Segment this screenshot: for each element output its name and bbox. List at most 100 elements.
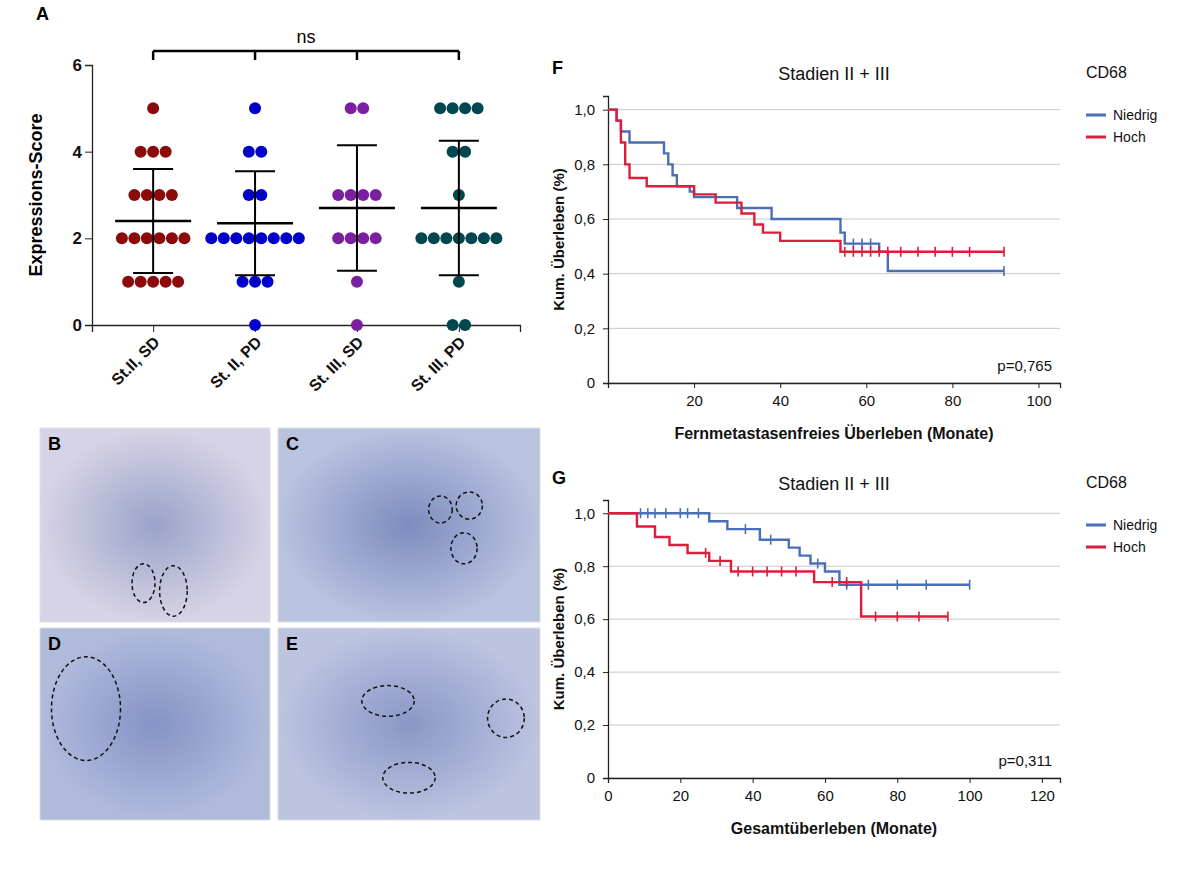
tick-mark xyxy=(603,513,608,514)
dot xyxy=(453,276,465,288)
dot xyxy=(178,232,190,244)
tick-mark xyxy=(85,238,92,239)
panel-label: G xyxy=(552,468,566,488)
dot xyxy=(128,232,140,244)
censor-mark xyxy=(875,611,877,621)
tick: 20 xyxy=(686,383,703,409)
dot xyxy=(472,102,484,114)
tick-label: St. II, PD xyxy=(207,333,265,391)
dot xyxy=(459,319,471,331)
dot xyxy=(249,102,261,114)
image xyxy=(40,628,270,820)
dot xyxy=(357,232,369,244)
tick-label: 0,4 xyxy=(574,663,595,680)
tick: 60 xyxy=(817,778,834,804)
tick-label: 40 xyxy=(745,787,762,804)
censor-mark xyxy=(698,508,700,518)
dot xyxy=(153,189,165,201)
tick-label: 0 xyxy=(587,769,595,786)
panel-label: C xyxy=(286,434,299,454)
grid-line xyxy=(608,725,1060,726)
dot xyxy=(440,232,452,244)
bracket-tick xyxy=(254,51,257,60)
mean-line xyxy=(217,222,293,225)
panel-label: B xyxy=(48,434,61,454)
tick-label: 0,8 xyxy=(574,557,595,574)
tick-label: 4 xyxy=(73,143,83,162)
tick: 6 xyxy=(73,56,92,75)
censor-mark xyxy=(831,577,833,587)
legend-swatch xyxy=(1086,546,1106,549)
error-cap xyxy=(133,168,173,170)
panel-label: D xyxy=(48,634,61,654)
censor-mark xyxy=(665,508,667,518)
tick: 0,8 xyxy=(574,557,608,574)
dot xyxy=(243,146,255,158)
bracket-tick xyxy=(152,51,155,60)
tick-mark xyxy=(603,110,608,111)
dot xyxy=(147,102,159,114)
censor-mark xyxy=(878,247,880,257)
censor-mark xyxy=(817,559,819,569)
tick: 60 xyxy=(858,383,875,409)
marks xyxy=(115,102,502,331)
tick-mark xyxy=(603,328,608,329)
panel-chart_data-1: FStadien II + III1,00,80,60,40,202040608… xyxy=(550,58,1157,442)
tick-mark xyxy=(603,619,608,620)
dot xyxy=(166,232,178,244)
tick: St.II, SD xyxy=(108,325,163,388)
tick-label: 0 xyxy=(73,316,82,335)
image-panel: B xyxy=(40,428,270,622)
tick-mark xyxy=(952,383,953,388)
censor-mark xyxy=(918,611,920,621)
tick-label: 6 xyxy=(73,56,82,75)
tick: 80 xyxy=(945,383,962,409)
tick: 0,2 xyxy=(574,320,608,337)
tick-mark xyxy=(603,274,608,275)
tick-label: 60 xyxy=(817,787,834,804)
tick-mark xyxy=(608,778,609,783)
marks xyxy=(608,508,970,621)
tick-label: 2 xyxy=(73,229,82,248)
grid-line xyxy=(608,109,1060,110)
dot xyxy=(160,146,172,158)
tick-label: 60 xyxy=(858,392,875,409)
image xyxy=(278,628,540,820)
tick: 0 xyxy=(604,778,612,804)
censor-mark xyxy=(654,508,656,518)
region-outline xyxy=(362,686,414,717)
dot xyxy=(218,232,230,244)
panel-chart_data-2: GStadien II + III1,00,80,60,40,200204060… xyxy=(550,468,1157,837)
chart-title: Stadien II + III xyxy=(778,64,890,84)
tick: St. III, SD xyxy=(306,325,367,395)
tick-label: 120 xyxy=(1030,787,1055,804)
tick-mark xyxy=(753,778,754,783)
legend-title: CD68 xyxy=(1086,474,1127,491)
tick-label: 1,0 xyxy=(574,505,595,522)
tick: 120 xyxy=(1030,778,1055,804)
dot xyxy=(255,146,267,158)
legend-swatch xyxy=(1086,136,1106,139)
censor-mark xyxy=(896,580,898,590)
censor-mark xyxy=(687,508,689,518)
tick: 0,4 xyxy=(574,265,608,282)
tick-label: 0,6 xyxy=(574,210,595,227)
dot xyxy=(345,189,357,201)
region-outline xyxy=(52,657,121,761)
dot xyxy=(447,319,459,331)
censor-mark xyxy=(900,247,902,257)
tick-mark xyxy=(603,164,608,165)
tick: 100 xyxy=(1026,383,1051,409)
dot xyxy=(415,232,427,244)
dot xyxy=(153,232,165,244)
tick-label: 0 xyxy=(604,787,612,804)
dot xyxy=(351,276,363,288)
tick: 2 xyxy=(73,229,92,248)
region-outline xyxy=(451,533,477,564)
region-outline xyxy=(456,492,482,519)
dot xyxy=(135,276,147,288)
panel-label: A xyxy=(36,4,49,24)
dot xyxy=(255,232,267,244)
legend: CD68NiedrigHoch xyxy=(1086,64,1157,145)
tick-mark xyxy=(603,566,608,567)
